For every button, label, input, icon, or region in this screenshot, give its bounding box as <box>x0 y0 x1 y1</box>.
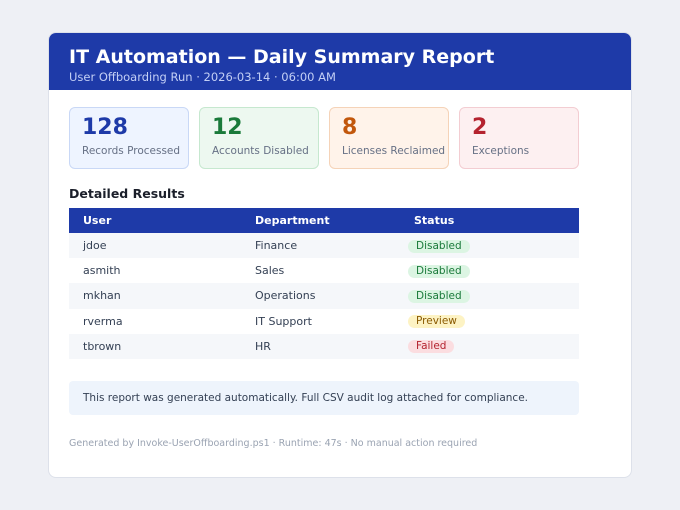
status-badge: Disabled <box>408 239 470 253</box>
stat-label: Licenses Reclaimed <box>342 145 446 157</box>
status-badge: Disabled <box>408 264 470 278</box>
results-table: User Department Status jdoe Finance Disa… <box>69 208 579 359</box>
status-badge: Preview <box>408 315 465 329</box>
stat-value: 12 <box>212 115 243 140</box>
cell-status: Preview <box>400 308 579 334</box>
table-header-row: User Department Status <box>69 208 579 233</box>
cell-status: Failed <box>400 333 579 359</box>
status-badge: Disabled <box>408 289 470 303</box>
report-card: IT Automation — Daily Summary Report Use… <box>48 32 632 478</box>
status-badge: Failed <box>408 340 455 354</box>
table-row: rverma IT Support Preview <box>69 308 579 334</box>
column-header-status: Status <box>400 208 579 233</box>
cell-status: Disabled <box>400 258 579 284</box>
table-row: tbrown HR Failed <box>69 333 579 359</box>
column-header-user: User <box>69 208 241 233</box>
cell-user: rverma <box>69 308 241 334</box>
cell-status: Disabled <box>400 283 579 309</box>
stat-value: 2 <box>472 115 488 140</box>
stat-label: Accounts Disabled <box>212 145 309 157</box>
stat-value: 8 <box>342 115 358 140</box>
stat-exceptions: 2 Exceptions <box>459 107 579 169</box>
stat-value: 128 <box>82 115 128 140</box>
cell-user: jdoe <box>69 233 241 259</box>
report-header: IT Automation — Daily Summary Report Use… <box>49 33 631 90</box>
report-title: IT Automation — Daily Summary Report <box>69 46 495 68</box>
cell-department: IT Support <box>241 308 400 334</box>
stat-accounts-disabled: 12 Accounts Disabled <box>199 107 319 169</box>
compliance-note: This report was generated automatically.… <box>69 381 579 415</box>
stats-row: 128 Records Processed 12 Accounts Disabl… <box>69 107 579 169</box>
cell-department: Sales <box>241 258 400 284</box>
cell-user: tbrown <box>69 333 241 359</box>
cell-status: Disabled <box>400 233 579 259</box>
cell-user: mkhan <box>69 283 241 309</box>
stat-label: Records Processed <box>82 145 181 157</box>
section-title-detailed-results: Detailed Results <box>69 186 185 201</box>
report-footer: Generated by Invoke-UserOffboarding.ps1 … <box>69 438 478 449</box>
stat-records-processed: 128 Records Processed <box>69 107 189 169</box>
table-row: jdoe Finance Disabled <box>69 233 579 259</box>
table-row: mkhan Operations Disabled <box>69 283 579 309</box>
cell-department: HR <box>241 333 400 359</box>
stat-licenses-reclaimed: 8 Licenses Reclaimed <box>329 107 449 169</box>
column-header-department: Department <box>241 208 400 233</box>
stat-label: Exceptions <box>472 145 530 157</box>
report-subtitle: User Offboarding Run · 2026-03-14 · 06:0… <box>69 70 336 84</box>
cell-department: Operations <box>241 283 400 309</box>
table-row: asmith Sales Disabled <box>69 258 579 284</box>
cell-department: Finance <box>241 233 400 259</box>
cell-user: asmith <box>69 258 241 284</box>
